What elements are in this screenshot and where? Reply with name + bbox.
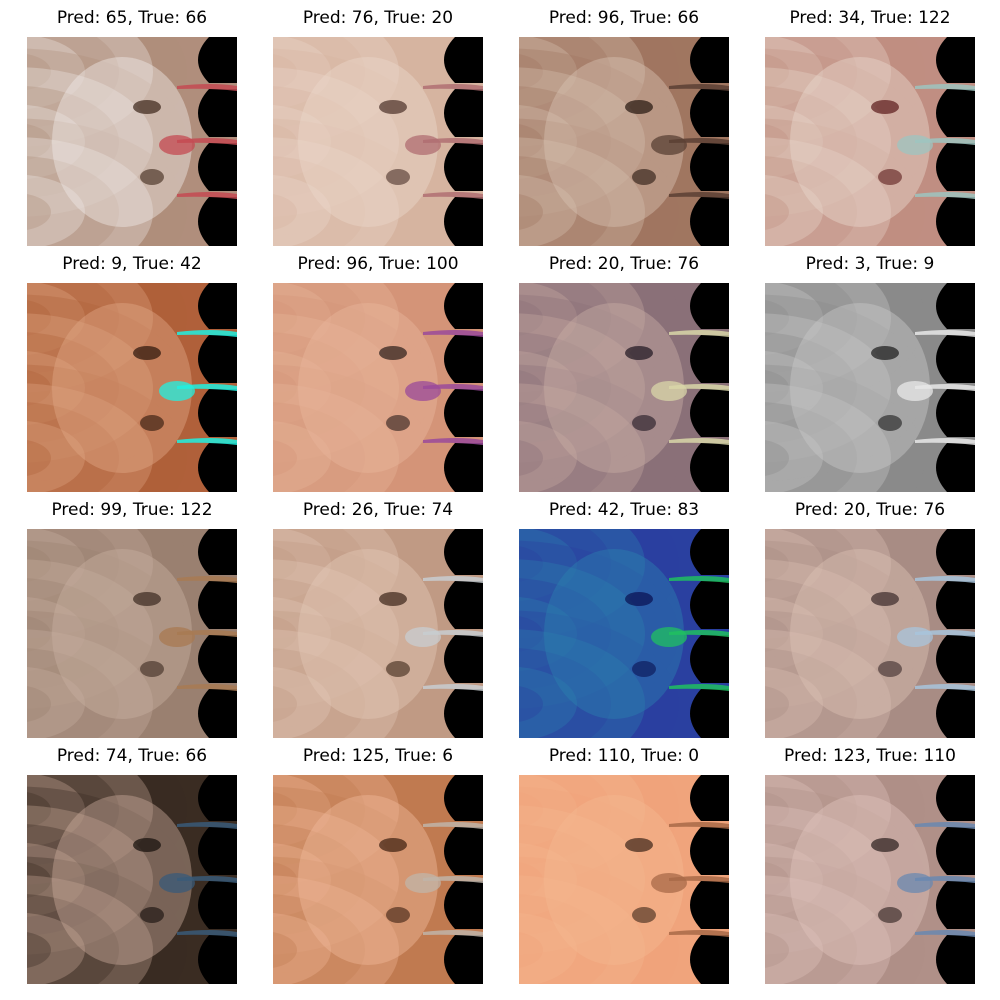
panel-caption: Pred: 9, True: 42 — [62, 254, 202, 274]
face-image — [765, 37, 975, 246]
warped-face-image — [519, 529, 729, 738]
face-image — [27, 283, 237, 492]
panel-caption: Pred: 20, True: 76 — [548, 254, 700, 274]
panel: Pred: 20, True: 76 — [519, 246, 729, 492]
warped-face-image — [765, 529, 975, 738]
panel-caption: Pred: 110, True: 0 — [548, 746, 700, 766]
panel: Pred: 65, True: 66 — [27, 0, 237, 246]
face-image — [273, 283, 483, 492]
face-image — [27, 775, 237, 984]
panel-caption: Pred: 74, True: 66 — [56, 746, 208, 766]
face-image — [765, 775, 975, 984]
warped-face-image — [273, 529, 483, 738]
panel-caption: Pred: 42, True: 83 — [548, 500, 700, 520]
face-image — [273, 37, 483, 246]
panel: Pred: 96, True: 66 — [519, 0, 729, 246]
panel: Pred: 96, True: 100 — [273, 246, 483, 492]
panel-caption: Pred: 26, True: 74 — [302, 500, 454, 520]
face-image — [519, 283, 729, 492]
face-image — [273, 529, 483, 738]
panel: Pred: 34, True: 122 — [765, 0, 975, 246]
panel: Pred: 110, True: 0 — [519, 738, 729, 984]
warped-face-image — [273, 283, 483, 492]
warped-face-image — [765, 37, 975, 246]
warped-face-image — [519, 37, 729, 246]
panel: Pred: 26, True: 74 — [273, 492, 483, 738]
face-image — [273, 775, 483, 984]
face-image — [27, 529, 237, 738]
warped-face-image — [273, 37, 483, 246]
warped-face-image — [27, 37, 237, 246]
warped-face-image — [27, 283, 237, 492]
warped-face-image — [765, 775, 975, 984]
panel: Pred: 123, True: 110 — [765, 738, 975, 984]
face-image — [519, 529, 729, 738]
panel: Pred: 99, True: 122 — [27, 492, 237, 738]
warped-face-image — [519, 283, 729, 492]
warped-face-image — [765, 283, 975, 492]
panel-caption: Pred: 96, True: 100 — [297, 254, 459, 274]
panel: Pred: 20, True: 76 — [765, 492, 975, 738]
panel-caption: Pred: 99, True: 122 — [51, 500, 213, 520]
warped-face-image — [519, 775, 729, 984]
warped-face-image — [273, 775, 483, 984]
panel: Pred: 42, True: 83 — [519, 492, 729, 738]
panel: Pred: 74, True: 66 — [27, 738, 237, 984]
panel-caption: Pred: 125, True: 6 — [302, 746, 454, 766]
panel-caption: Pred: 96, True: 66 — [548, 8, 700, 28]
face-image — [519, 775, 729, 984]
panel-caption: Pred: 76, True: 20 — [302, 8, 454, 28]
face-image — [27, 37, 237, 246]
panel: Pred: 125, True: 6 — [273, 738, 483, 984]
panel: Pred: 3, True: 9 — [765, 246, 975, 492]
warped-face-image — [27, 775, 237, 984]
warped-face-image — [27, 529, 237, 738]
face-image — [765, 283, 975, 492]
panel-caption: Pred: 123, True: 110 — [784, 746, 956, 766]
panel-caption: Pred: 20, True: 76 — [794, 500, 946, 520]
face-image — [519, 37, 729, 246]
panel: Pred: 76, True: 20 — [273, 0, 483, 246]
panel-caption: Pred: 34, True: 122 — [789, 8, 951, 28]
panel-caption: Pred: 3, True: 9 — [805, 254, 935, 274]
face-image — [765, 529, 975, 738]
panel-caption: Pred: 65, True: 66 — [56, 8, 208, 28]
panel: Pred: 9, True: 42 — [27, 246, 237, 492]
